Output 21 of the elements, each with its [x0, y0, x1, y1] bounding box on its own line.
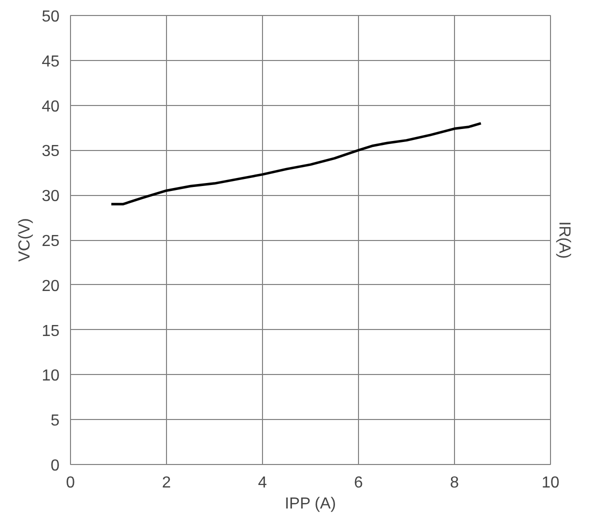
- y-tick-label: 50: [42, 8, 60, 26]
- y-tick-label: 20: [42, 278, 60, 295]
- x-tick-label: 4: [258, 474, 268, 492]
- x-axis-title: IPP (A): [284, 496, 336, 512]
- y-tick-label: 10: [42, 368, 60, 385]
- x-tick-label: 6: [354, 474, 364, 492]
- y2-axis-title: IR(A): [556, 221, 572, 259]
- y-tick-label: 35: [42, 143, 60, 160]
- x-tick-label: 2: [162, 474, 172, 492]
- x-tick-label: 10: [542, 474, 560, 492]
- x-tick-label: 0: [66, 474, 76, 492]
- line-series: [110, 122, 482, 206]
- y-tick-label: 5: [50, 412, 60, 430]
- x-tick-label: 8: [450, 474, 460, 492]
- y-tick-label: 45: [42, 53, 60, 70]
- y-axis-title: VC(V): [16, 218, 34, 262]
- y-tick-label: 25: [42, 233, 60, 250]
- y-tick-label: 15: [42, 322, 60, 340]
- y-tick-label: 0: [50, 458, 60, 474]
- y-tick-label: 40: [42, 98, 60, 116]
- y-tick-label: 30: [42, 188, 60, 206]
